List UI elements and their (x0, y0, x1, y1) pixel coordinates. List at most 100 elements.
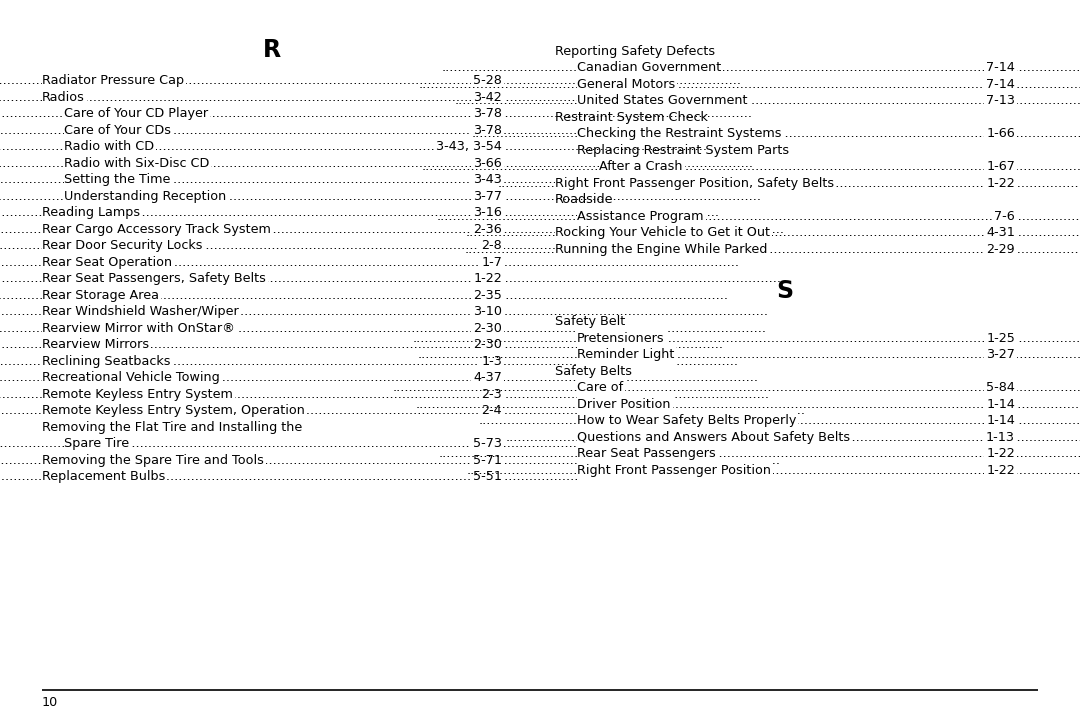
Text: Radiator Pressure Cap: Radiator Pressure Cap (42, 74, 184, 87)
Text: Replacing Restraint System Parts: Replacing Restraint System Parts (577, 143, 789, 157)
Text: Checking the Restraint Systems: Checking the Restraint Systems (577, 127, 782, 140)
Text: Removing the Spare Tire and Tools: Removing the Spare Tire and Tools (42, 454, 264, 467)
FancyBboxPatch shape (984, 412, 1017, 431)
FancyBboxPatch shape (42, 336, 151, 355)
Text: 5-51: 5-51 (473, 470, 502, 483)
Text: 1-14: 1-14 (986, 414, 1015, 427)
Text: Rear Cargo Accessory Track System: Rear Cargo Accessory Track System (42, 222, 271, 236)
FancyBboxPatch shape (471, 89, 504, 107)
Text: ................................................................................: ........................................… (0, 305, 768, 318)
FancyBboxPatch shape (42, 72, 186, 91)
Text: ................................................................................: ........................................… (464, 243, 1080, 256)
FancyBboxPatch shape (471, 468, 504, 487)
Text: 1-14: 1-14 (986, 414, 1015, 427)
Text: Rear Cargo Accessory Track System: Rear Cargo Accessory Track System (42, 222, 271, 236)
Text: ................................................................................: ........................................… (478, 414, 1080, 427)
Text: S: S (777, 279, 794, 303)
FancyBboxPatch shape (471, 287, 504, 305)
Text: Reclining Seatbacks: Reclining Seatbacks (42, 355, 171, 368)
Text: ................................................................................: ........................................… (0, 388, 770, 401)
Text: 2-29: 2-29 (986, 243, 1015, 256)
Text: Rear Seat Operation: Rear Seat Operation (42, 256, 172, 269)
Text: Reminder Light: Reminder Light (577, 348, 674, 361)
Text: 1-67: 1-67 (986, 160, 1015, 173)
FancyBboxPatch shape (42, 89, 86, 107)
FancyBboxPatch shape (577, 59, 724, 78)
Text: 5-71: 5-71 (473, 454, 502, 467)
Text: Roadside: Roadside (555, 193, 613, 206)
FancyBboxPatch shape (984, 330, 1017, 348)
FancyBboxPatch shape (42, 402, 307, 420)
Text: Rear Door Security Locks: Rear Door Security Locks (42, 239, 203, 252)
Text: Reporting Safety Defects: Reporting Safety Defects (555, 45, 715, 58)
Text: Rocking Your Vehicle to Get it Out: Rocking Your Vehicle to Get it Out (555, 226, 770, 239)
Text: 1-22: 1-22 (986, 447, 1015, 460)
Text: ................................................................................: ........................................… (413, 332, 1080, 345)
Text: 1-66: 1-66 (986, 127, 1015, 140)
FancyBboxPatch shape (577, 125, 783, 143)
Text: 3-42: 3-42 (473, 91, 502, 104)
FancyBboxPatch shape (471, 122, 504, 140)
Text: 3-78: 3-78 (473, 107, 502, 120)
Text: 1-22: 1-22 (986, 447, 1015, 460)
Text: 5-73: 5-73 (473, 437, 502, 450)
Text: ................................................................................: ........................................… (467, 464, 1080, 477)
FancyBboxPatch shape (42, 452, 266, 470)
Text: 3-10: 3-10 (473, 305, 502, 318)
Text: 3-78: 3-78 (473, 107, 502, 120)
Text: Radio with Six-Disc CD: Radio with Six-Disc CD (64, 157, 210, 170)
Text: ................................................................................: ........................................… (505, 431, 1080, 444)
Text: Recreational Vehicle Towing: Recreational Vehicle Towing (42, 372, 219, 384)
Text: 2-36: 2-36 (473, 222, 502, 236)
Text: Assistance Program: Assistance Program (577, 210, 703, 222)
Text: ................................................................................: ........................................… (418, 78, 1080, 91)
Text: ................................................................................: ........................................… (0, 91, 691, 104)
Text: 3-16: 3-16 (473, 207, 502, 220)
Text: 3-43, 3-54: 3-43, 3-54 (436, 140, 502, 153)
Text: ................................................................................: ........................................… (498, 176, 1080, 189)
Text: ................................................................................: ........................................… (416, 397, 1080, 410)
Text: ................................................................................: ........................................… (0, 74, 741, 87)
FancyBboxPatch shape (42, 353, 173, 372)
Text: 7-6: 7-6 (995, 210, 1015, 222)
Text: 7-14: 7-14 (986, 78, 1015, 91)
Text: 1-7: 1-7 (481, 256, 502, 269)
Text: Safety Belt: Safety Belt (555, 315, 625, 328)
FancyBboxPatch shape (577, 428, 852, 447)
Text: Setting the Time: Setting the Time (64, 174, 171, 186)
FancyBboxPatch shape (577, 92, 750, 111)
FancyBboxPatch shape (480, 402, 504, 420)
Text: ................................................................................: ........................................… (471, 127, 1080, 140)
Text: Right Front Passenger Position, Safety Belts: Right Front Passenger Position, Safety B… (555, 176, 834, 189)
FancyBboxPatch shape (984, 92, 1017, 111)
Text: ................................................................................: ........................................… (422, 160, 1080, 173)
Text: 1-66: 1-66 (986, 127, 1015, 140)
FancyBboxPatch shape (984, 379, 1017, 397)
FancyBboxPatch shape (471, 303, 504, 322)
Text: Care of Your CDs: Care of Your CDs (64, 124, 171, 137)
Text: Rearview Mirror with OnStar®: Rearview Mirror with OnStar® (42, 322, 234, 335)
Text: Running the Engine While Parked: Running the Engine While Parked (555, 243, 768, 256)
FancyBboxPatch shape (42, 204, 143, 222)
Text: 3-27: 3-27 (986, 348, 1015, 361)
Text: 2-29: 2-29 (986, 243, 1015, 256)
Text: ................................................................................: ........................................… (0, 207, 719, 220)
Text: Pretensioners: Pretensioners (577, 332, 664, 345)
Text: ................................................................................: ........................................… (0, 322, 767, 335)
FancyBboxPatch shape (42, 287, 161, 305)
Text: 7-13: 7-13 (986, 94, 1015, 107)
FancyBboxPatch shape (471, 452, 504, 470)
Text: 7-14: 7-14 (986, 61, 1015, 74)
Text: Right Front Passenger Position: Right Front Passenger Position (577, 464, 771, 477)
Text: 2-8: 2-8 (482, 239, 502, 252)
FancyBboxPatch shape (480, 254, 504, 272)
Text: ................................................................................: ........................................… (455, 94, 1080, 107)
FancyBboxPatch shape (434, 138, 504, 157)
Text: 1-14: 1-14 (986, 397, 1015, 410)
Text: Radio with CD: Radio with CD (64, 140, 154, 153)
FancyBboxPatch shape (64, 138, 157, 157)
Text: 7-6: 7-6 (995, 210, 1015, 222)
FancyBboxPatch shape (471, 155, 504, 174)
Text: ................................................................................: ........................................… (0, 338, 724, 351)
Text: 3-77: 3-77 (473, 190, 502, 203)
